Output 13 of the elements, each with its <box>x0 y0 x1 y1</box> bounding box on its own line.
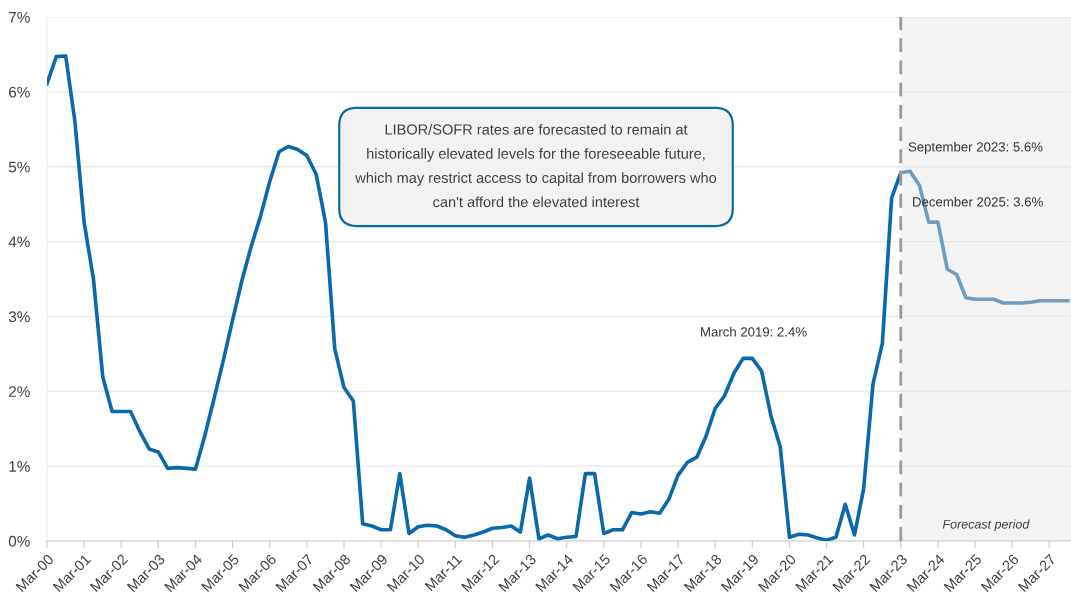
y-tick-label: 0% <box>8 535 30 547</box>
annotation: March 2019: 2.4% <box>701 326 807 337</box>
annotation: September 2023: 5.6% <box>908 141 1043 155</box>
y-tick-label: 7% <box>9 11 30 23</box>
y-tick-label: 3% <box>8 311 30 323</box>
line-series <box>898 169 1070 305</box>
y-tick-label: 1% <box>9 461 30 472</box>
annotation: LIBOR/SOFR rates are forecasted to remain at historically elevated levels for the foreseeable future, which may restrict access to capital from borrowers who can't afford the elevated interest <box>355 123 717 208</box>
y-tick-label: 2% <box>9 386 30 397</box>
y-tick-label: 6% <box>9 86 30 98</box>
y-tick-label: 5% <box>8 161 30 173</box>
y-tick-label: 4% <box>8 236 30 248</box>
band-label: Forecast period <box>942 519 1030 532</box>
